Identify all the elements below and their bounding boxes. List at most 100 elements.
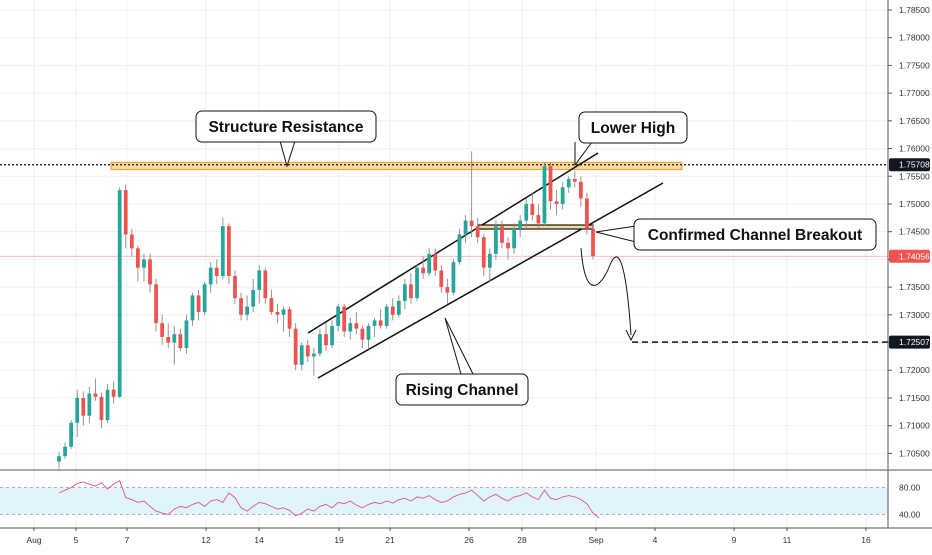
x-tick-label: 9 [732, 535, 737, 545]
candle-body [269, 298, 274, 313]
candle-body [439, 270, 444, 288]
structure-resistance-label-box [195, 110, 377, 143]
candle-body [566, 179, 571, 188]
rising-channel-label-box [395, 373, 529, 406]
candle-body [324, 334, 328, 346]
price-tag-label: 1.72507 [899, 337, 930, 347]
price-tag-label: 1.74056 [899, 251, 930, 261]
candle-body [469, 220, 474, 227]
y-tick-label: 1.73500 [899, 282, 930, 292]
candle-body [342, 306, 347, 332]
candle-body [518, 220, 523, 229]
candle-body [396, 300, 401, 315]
candle-body [75, 397, 80, 423]
candle-body [475, 226, 480, 238]
x-tick-label: 4 [653, 535, 658, 545]
y-tick-label: 1.71500 [899, 393, 930, 403]
y-tick-label: 1.76000 [899, 144, 930, 154]
y-tick-label: 1.72000 [899, 365, 930, 375]
candle-body [117, 190, 122, 397]
price-tag [889, 249, 930, 263]
candle-body [366, 325, 371, 340]
candle-body [451, 262, 456, 293]
candle-body [87, 393, 92, 416]
candle-body [457, 234, 462, 263]
candle-body [536, 215, 541, 224]
candle-body [578, 181, 583, 199]
candle-body [293, 328, 298, 365]
candles-group [57, 151, 595, 469]
candle-body [512, 228, 516, 249]
candle-body [330, 325, 334, 346]
candle-body [445, 287, 450, 293]
y-tick-label: 1.77000 [899, 88, 930, 98]
y-tick-label: 1.71000 [899, 421, 930, 431]
candle-body [81, 397, 86, 416]
candle-body [196, 295, 201, 313]
candle-body [591, 228, 595, 257]
candle-body [585, 198, 589, 229]
candle-body [348, 323, 353, 332]
candle-body [463, 220, 468, 235]
confirmed-breakout-label-box [633, 218, 877, 251]
candle-body [220, 226, 225, 277]
rsi-level-label: 80.00 [899, 483, 921, 493]
candle-body [506, 242, 510, 249]
rising-channel-label: Rising Channel [395, 317, 529, 406]
candle-body [111, 389, 116, 397]
candle-body [142, 259, 146, 268]
x-tick-label: 7 [125, 535, 130, 545]
candle-body [487, 253, 492, 268]
price-tag-label: 1.75708 [899, 160, 930, 170]
y-tick-label: 1.78500 [899, 5, 930, 15]
candle-body [378, 320, 383, 326]
candle-body [500, 226, 504, 243]
y-tick-label: 1.70500 [899, 448, 930, 458]
candle-body [154, 284, 158, 324]
candle-body [105, 389, 110, 421]
candle-body [263, 270, 268, 299]
price-tag [889, 335, 930, 349]
candle-body [390, 306, 395, 315]
x-tick-label: 16 [861, 535, 871, 545]
x-tick-label: Aug [26, 535, 41, 545]
candle-body [560, 187, 565, 204]
x-tick-label: Sep [588, 535, 603, 545]
candle-body [233, 276, 237, 299]
candle-body [409, 284, 413, 299]
y-tick-label: 1.75500 [899, 171, 930, 181]
lower-high-label-pointer [574, 141, 593, 167]
lower-high-label-box [578, 111, 688, 144]
candle-body [372, 320, 377, 326]
structure-resistance-label-pointer [279, 140, 296, 168]
candle-body [275, 312, 280, 315]
candle-body [202, 284, 207, 313]
candle-body [336, 306, 341, 326]
x-tick-label: 28 [517, 535, 527, 545]
candle-body [494, 226, 498, 254]
candle-body [178, 334, 183, 349]
candle-body [63, 446, 67, 457]
y-tick-label: 1.77500 [899, 60, 930, 70]
candle-body [129, 234, 134, 249]
y-tick-label: 1.76500 [899, 116, 930, 126]
candle-body [572, 179, 577, 182]
candle-body [360, 328, 365, 340]
y-tick-label: 1.75000 [899, 199, 930, 209]
candle-body [421, 267, 425, 274]
x-tick-label: 5 [74, 535, 79, 545]
y-tick-label: 1.78000 [899, 33, 930, 43]
confirmed-breakout-label-text: Confirmed Channel Breakout [648, 227, 862, 244]
candle-body [123, 190, 128, 235]
price-tag [889, 158, 930, 172]
candle-body [214, 267, 219, 277]
candle-body [318, 334, 322, 354]
rsi-band [0, 487, 888, 515]
candle-body [57, 456, 61, 462]
candle-body [93, 393, 98, 397]
candle-body [542, 166, 547, 224]
candle-body [251, 289, 256, 307]
